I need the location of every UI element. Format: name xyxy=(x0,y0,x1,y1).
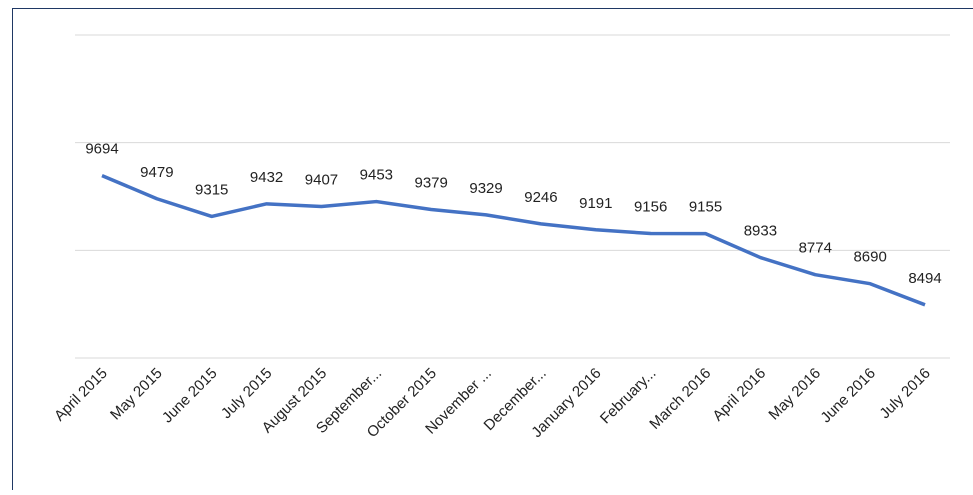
x-tick-label: May 2016 xyxy=(765,365,824,424)
data-label: 9155 xyxy=(689,199,722,216)
data-label: 9191 xyxy=(579,195,612,212)
x-tick-label: June 2015 xyxy=(159,365,221,427)
x-tick-label: April 2016 xyxy=(709,365,769,425)
data-label: 9156 xyxy=(634,199,667,216)
data-label: 8494 xyxy=(908,270,941,287)
x-tick-label: April 2015 xyxy=(51,365,111,425)
data-label: 9315 xyxy=(195,181,228,198)
x-tick-label: May 2015 xyxy=(107,365,166,424)
data-label: 9329 xyxy=(469,180,502,197)
data-label: 9453 xyxy=(360,167,393,184)
data-label: 9432 xyxy=(250,169,283,186)
data-label: 8690 xyxy=(853,249,886,266)
x-tick-label: July 2015 xyxy=(218,365,275,422)
x-tick-label: June 2016 xyxy=(817,365,879,427)
data-label: 9407 xyxy=(305,172,338,189)
data-label: 8774 xyxy=(799,240,832,257)
data-label: 9479 xyxy=(140,164,173,181)
x-tick-label: July 2016 xyxy=(876,365,933,422)
data-label: 9694 xyxy=(85,141,118,158)
line xyxy=(101,174,926,307)
data-label: 9379 xyxy=(415,175,448,192)
data-label: 8933 xyxy=(744,223,777,240)
data-label: 9246 xyxy=(524,189,557,206)
